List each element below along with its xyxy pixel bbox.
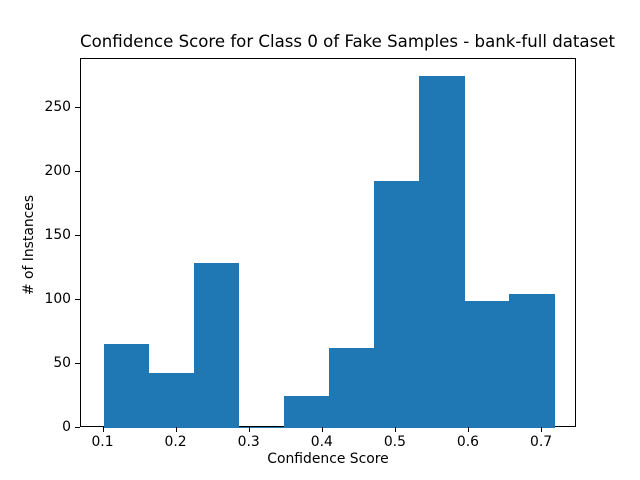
x-tick-label: 0.3 (237, 434, 260, 450)
plot-area (80, 57, 576, 429)
x-tick-label: 0.2 (164, 434, 187, 450)
y-tick-label: 150 (44, 227, 71, 244)
histogram-bar (464, 301, 510, 429)
x-tick-label: 0.7 (530, 434, 553, 450)
x-tick-mark (175, 427, 177, 433)
y-axis-label: # of Instances (21, 194, 37, 296)
histogram-bar (103, 343, 149, 429)
y-tick-mark (75, 235, 80, 237)
x-tick-mark (541, 427, 543, 433)
x-tick-label: 0.1 (91, 434, 114, 450)
x-axis-label: Confidence Score (267, 451, 389, 467)
y-tick-mark (75, 171, 80, 173)
y-tick-label: 0 (62, 419, 71, 436)
histogram-bar (238, 426, 285, 429)
histogram-bar (283, 396, 330, 429)
histogram-bar (148, 373, 194, 429)
y-tick-label: 250 (44, 99, 71, 116)
histogram-bar (509, 293, 555, 429)
chart-title: Confidence Score for Class 0 of Fake Sam… (80, 32, 615, 51)
y-tick-mark (75, 299, 80, 301)
y-tick-mark (75, 363, 80, 365)
histogram-bar (419, 76, 465, 429)
x-tick-mark (102, 427, 104, 433)
x-tick-mark (467, 427, 469, 433)
y-tick-label: 100 (44, 291, 71, 308)
y-tick-mark (75, 107, 80, 109)
histogram-bar (193, 263, 240, 429)
x-tick-mark (248, 427, 250, 433)
x-tick-mark (394, 427, 396, 433)
x-tick-label: 0.6 (456, 434, 480, 450)
x-tick-label: 0.5 (383, 434, 406, 450)
histogram-bar (374, 181, 420, 429)
y-tick-label: 50 (53, 355, 71, 372)
x-tick-label: 0.4 (310, 434, 333, 450)
histogram-bar (329, 347, 375, 429)
y-tick-label: 200 (44, 163, 71, 180)
y-tick-mark (75, 427, 80, 429)
x-tick-mark (321, 427, 323, 433)
